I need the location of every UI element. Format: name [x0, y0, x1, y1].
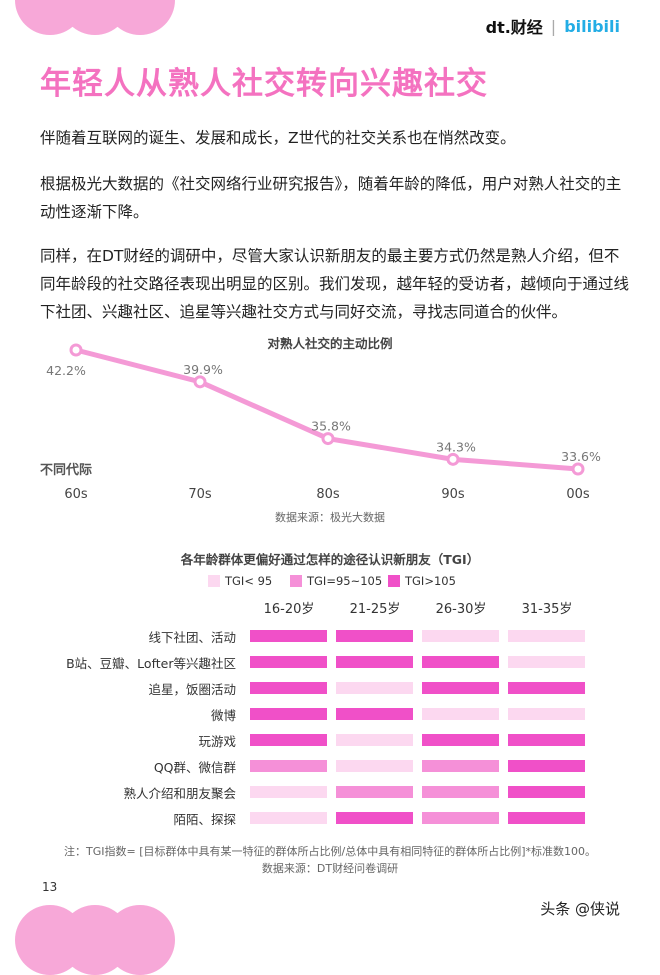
- row-label: 线下社团、活动: [148, 630, 236, 645]
- line-chart-title: 对熟人社交的主动比例: [267, 336, 393, 351]
- heatmap-cell: [336, 708, 413, 720]
- x-tick-label: 60s: [64, 487, 88, 502]
- heatmap-cell: [336, 682, 413, 694]
- row-label: 陌陌、探探: [173, 812, 236, 827]
- data-point: [321, 432, 335, 446]
- column-header: 16-20岁: [263, 602, 315, 617]
- row-label: 玩游戏: [198, 734, 236, 749]
- heatmap-cell: [422, 734, 499, 746]
- heatmap-cell: [422, 786, 499, 798]
- legend-item: TGI>105: [388, 574, 456, 588]
- dt-logo: dt.财经: [485, 18, 543, 37]
- heatmap-cell: [250, 760, 327, 772]
- x-axis-label: 不同代际: [40, 463, 93, 478]
- divider: |: [550, 16, 557, 36]
- column-header: 21-25岁: [349, 602, 401, 617]
- legend-label: TGI>105: [405, 574, 456, 588]
- series-line: [75, 347, 579, 472]
- heatmap-cell: [250, 656, 327, 668]
- legend-item: TGI< 95: [208, 574, 272, 588]
- column-header: 26-30岁: [435, 602, 487, 617]
- heatmap-cell: [336, 734, 413, 746]
- heatmap-cell: [336, 786, 413, 798]
- paragraph: 伴随着互联网的诞生、发展和成长，Z世代的社交关系也在悄然改变。: [40, 129, 516, 147]
- heatmap-cell: [336, 812, 413, 824]
- row-label: QQ群、微信群: [153, 760, 236, 775]
- heatmap-cell: [336, 760, 413, 772]
- bilibili-logo: bilibili: [564, 16, 620, 36]
- heatmap-title: 各年龄群体更偏好通过怎样的途径认识新朋友（TGI）: [180, 552, 480, 567]
- row-label: 追星，饭圈活动: [148, 682, 236, 697]
- data-point: [446, 452, 460, 466]
- heatmap-cell: [508, 656, 585, 668]
- x-tick-label: 90s: [441, 487, 465, 502]
- legend-item: TGI=95~105: [290, 574, 382, 588]
- heatmap-cell: [250, 708, 327, 720]
- heatmap-cell: [250, 630, 327, 642]
- x-tick-label: 00s: [566, 487, 590, 502]
- row-label: 微博: [210, 708, 236, 723]
- heatmap-cell: [422, 682, 499, 694]
- heatmap-cell: [508, 708, 585, 720]
- heatmap-cell: [422, 656, 499, 668]
- x-tick-label: 70s: [188, 487, 212, 502]
- heatmap-cell: [336, 630, 413, 642]
- data-label: 42.2%: [46, 363, 86, 378]
- row-label: B站、豆瓣、Lofter等兴趣社区: [66, 656, 236, 671]
- legend-label: TGI=95~105: [307, 574, 383, 588]
- line-chart-source: 数据来源：极光大数据: [275, 511, 385, 524]
- brand-logos: dt.财经 | bilibili: [486, 14, 620, 38]
- heatmap-cell: [422, 760, 499, 772]
- data-point: [193, 375, 207, 389]
- data-point: [69, 343, 83, 357]
- heatmap-source: 数据来源：DT财经问卷调研: [261, 862, 399, 875]
- legend-swatch: [290, 575, 302, 587]
- data-label: 39.9%: [183, 362, 223, 377]
- data-label: 34.3%: [436, 439, 476, 454]
- legend-swatch: [388, 575, 400, 587]
- data-label: 35.8%: [311, 419, 351, 434]
- column-header: 31-35岁: [521, 602, 573, 617]
- heatmap-cell: [250, 786, 327, 798]
- heatmap-cell: [250, 682, 327, 694]
- heatmap-cell: [250, 734, 327, 746]
- heatmap-cell: [508, 630, 585, 642]
- watermark: 头条 @侠说: [540, 900, 620, 918]
- heatmap-cell: [422, 812, 499, 824]
- data-label: 33.6%: [561, 449, 601, 464]
- x-tick-label: 80s: [316, 487, 340, 502]
- paragraph: 根据极光大数据的《社交网络行业研究报告》，随着年龄的降低，用户对熟人社交的主动性…: [40, 175, 622, 221]
- page-title: 年轻人从熟人社交转向兴趣社交: [40, 66, 488, 102]
- heatmap-cell: [250, 812, 327, 824]
- line-chart: 42.2% 60s 39.9% 70s 35.8% 80s 34.3% 90s 33.6% 00s: [46, 343, 601, 502]
- heatmap-cell: [508, 760, 585, 772]
- legend-label: TGI< 95: [225, 574, 273, 588]
- heatmap-cell: [508, 734, 585, 746]
- heatmap-cell: [508, 786, 585, 798]
- heatmap-cell: [508, 812, 585, 824]
- page-number: 13: [42, 880, 58, 894]
- paragraph: 同样，在DT财经的调研中，尽管大家认识新朋友的最主要方式仍然是熟人介绍，但不同年…: [40, 247, 630, 321]
- heatmap-cell: [508, 682, 585, 694]
- data-point: [571, 462, 585, 476]
- heatmap-note: 注：TGI指数= [目标群体中具有某一特征的群体所占比例/总体中具有相同特征的群…: [64, 845, 596, 858]
- legend-swatch: [208, 575, 220, 587]
- row-label: 熟人介绍和朋友聚会: [123, 786, 236, 801]
- heatmap-cell: [422, 630, 499, 642]
- heatmap-cell: [422, 708, 499, 720]
- heatmap-cell: [336, 656, 413, 668]
